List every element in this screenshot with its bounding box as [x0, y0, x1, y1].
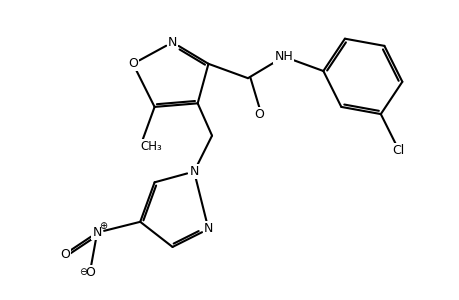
- Text: CH₃: CH₃: [140, 140, 162, 153]
- Text: Cl: Cl: [392, 143, 404, 157]
- Text: ⊕: ⊕: [99, 221, 107, 231]
- Text: O: O: [253, 108, 263, 121]
- Text: N: N: [189, 165, 198, 178]
- Text: ⊖: ⊖: [79, 267, 87, 277]
- Text: O: O: [85, 266, 95, 279]
- Text: N: N: [92, 226, 101, 239]
- Text: N: N: [168, 36, 177, 49]
- Text: N: N: [203, 223, 213, 236]
- Text: O: O: [60, 248, 70, 261]
- Text: O: O: [128, 57, 138, 70]
- Text: NH: NH: [274, 50, 292, 63]
